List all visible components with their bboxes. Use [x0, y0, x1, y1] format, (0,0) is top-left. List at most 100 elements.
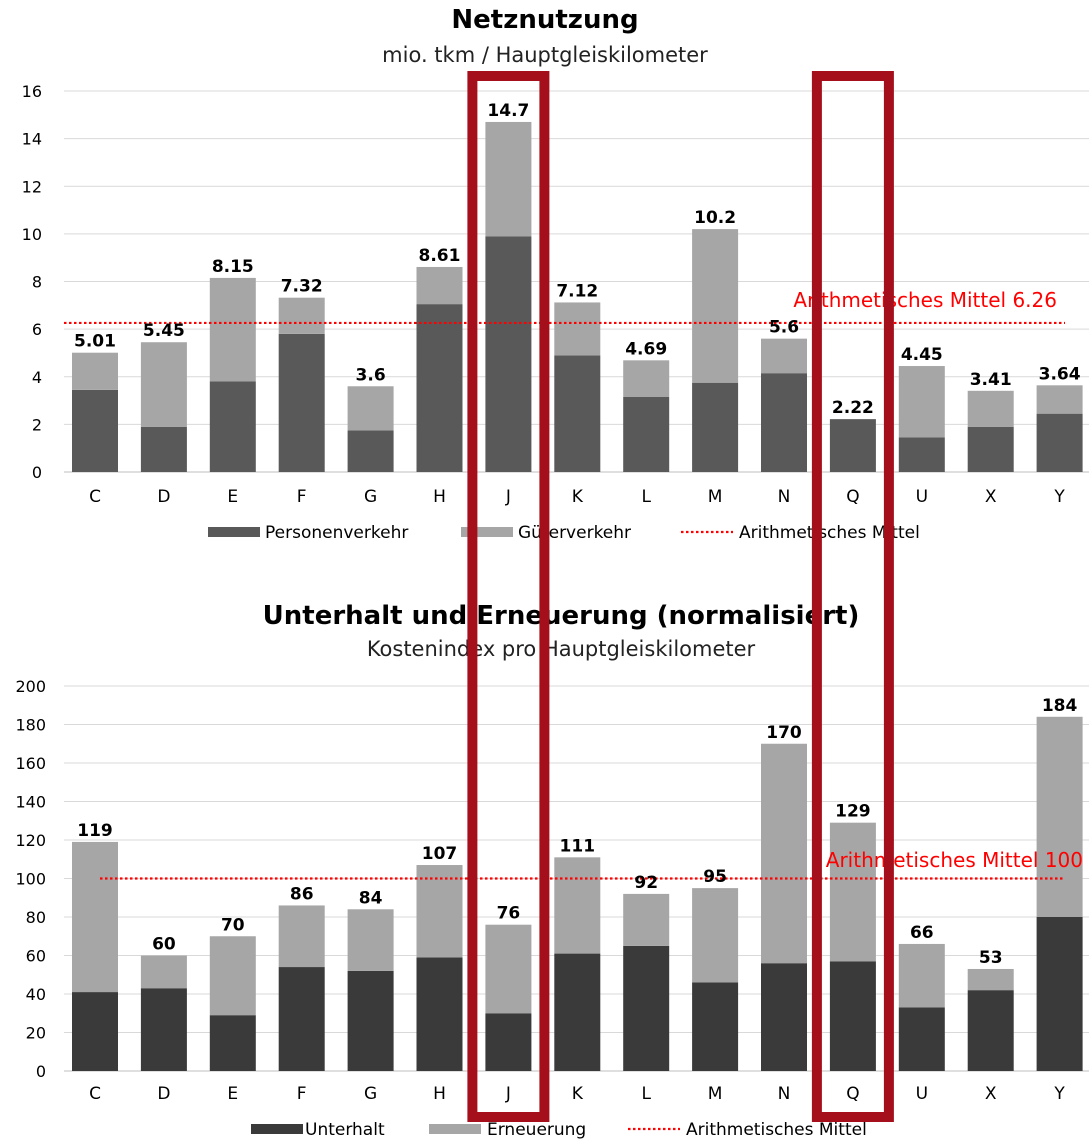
bar-segment-top-h	[416, 865, 463, 958]
chart-unterhalt-erneuerung: Unterhalt und Erneuerung (normalisiert) …	[15, 601, 1089, 1140]
bar-segment-top-j	[485, 924, 532, 1014]
bar-segment-top-m	[692, 888, 739, 983]
total-label-u: 66	[910, 923, 934, 943]
bar-segment-top-n	[761, 743, 807, 964]
bar-segment-bottom-j	[485, 236, 532, 472]
y-tick-label: 40	[26, 985, 46, 1004]
x-tick-label: C	[89, 1084, 101, 1104]
bar-segment-top-g	[347, 386, 394, 431]
total-label-l: 92	[634, 873, 658, 893]
total-label-y: 184	[1042, 696, 1078, 716]
bar-segment-bottom-u	[898, 1007, 945, 1071]
bar-segment-top-e	[209, 277, 256, 382]
y-tick-label: 0	[32, 463, 42, 482]
y-tick-label: 14	[22, 130, 42, 149]
x-tick-label: E	[227, 487, 238, 507]
chart-subtitle: mio. tkm / Hauptgleiskilometer	[382, 43, 708, 67]
x-tick-label: D	[157, 487, 170, 507]
total-label-n: 5.6	[769, 318, 799, 338]
x-tick-label: U	[916, 487, 928, 507]
y-tick-label: 12	[22, 177, 42, 196]
bar-segment-top-k	[554, 302, 601, 356]
total-label-m: 10.2	[694, 208, 736, 228]
bar-segment-bottom-d	[140, 988, 187, 1071]
x-tick-label: X	[985, 1084, 997, 1104]
bar-segment-top-y	[1036, 385, 1083, 414]
y-axis-tick-labels: 0 2 4 6 8 10 12 14 16	[22, 82, 42, 482]
legend-swatch	[251, 1124, 303, 1134]
total-label-c: 119	[77, 821, 113, 841]
legend-label: Arithmetisches Mittel	[739, 523, 920, 543]
x-tick-label: Y	[1053, 487, 1065, 507]
total-label-k: 7.12	[556, 281, 598, 301]
chart-title: Unterhalt und Erneuerung (normalisiert)	[263, 601, 860, 631]
x-tick-label: J	[505, 1084, 511, 1104]
y-tick-label: 2	[32, 415, 42, 434]
bar-segment-top-x	[967, 968, 1014, 991]
bar-segment-bottom-c	[72, 389, 118, 472]
total-label-f: 86	[290, 884, 314, 904]
x-tick-label: K	[572, 1084, 584, 1104]
bar-segment-top-k	[554, 857, 601, 954]
average-label: Arithmetisches Mittel 6.26	[793, 288, 1057, 312]
bar-segment-bottom-n	[761, 373, 807, 472]
total-label-e: 70	[221, 915, 245, 935]
bar-segment-top-u	[898, 943, 945, 1008]
total-label-u: 4.45	[901, 345, 943, 365]
y-tick-label: 6	[32, 320, 42, 339]
y-tick-label: 100	[15, 870, 46, 889]
x-tick-label: F	[297, 1084, 307, 1104]
x-tick-label: Y	[1053, 1084, 1065, 1104]
total-label-m: 95	[703, 867, 727, 887]
bar-segment-bottom-g	[347, 970, 394, 1071]
x-tick-label: H	[433, 487, 446, 507]
bar-segment-top-q	[829, 822, 876, 962]
bar-segment-top-x	[967, 390, 1014, 427]
bar-segment-bottom-h	[416, 957, 463, 1071]
x-tick-label: L	[641, 1084, 651, 1104]
bar-segment-bottom-d	[140, 426, 187, 472]
y-tick-label: 60	[26, 947, 46, 966]
total-label-g: 3.6	[356, 365, 386, 385]
total-label-x: 3.41	[970, 370, 1012, 390]
y-tick-label: 200	[15, 677, 46, 696]
chart-subtitle: Kostenindex pro Hauptgleiskilometer	[367, 637, 756, 661]
total-label-e: 8.15	[212, 257, 254, 277]
bar-segment-bottom-y	[1036, 413, 1083, 472]
total-label-d: 60	[152, 935, 176, 955]
x-tick-label: F	[297, 487, 307, 507]
chart-title: Netznutzung	[451, 5, 638, 35]
x-tick-label: N	[778, 487, 791, 507]
total-label-q: 2.22	[832, 398, 874, 418]
legend-label: Unterhalt	[305, 1120, 385, 1140]
total-label-k: 111	[560, 836, 596, 856]
bar-segment-top-h	[416, 266, 463, 305]
y-tick-label: 180	[15, 716, 46, 735]
legend-label: Arithmetisches Mittel	[686, 1120, 867, 1140]
x-tick-label: M	[708, 487, 723, 507]
highlight-box-q	[811, 71, 894, 1122]
y-axis-tick-labels: 0 20 40 60 80 100 120 140 160 180 200	[15, 677, 46, 1081]
legend-label: Güterverkehr	[518, 523, 631, 543]
y-tick-label: 10	[22, 225, 42, 244]
bar-segment-top-y	[1036, 716, 1083, 917]
y-tick-label: 140	[15, 793, 46, 812]
x-tick-label: U	[916, 1084, 928, 1104]
bar-series	[72, 716, 1083, 1071]
y-tick-label: 80	[26, 908, 46, 927]
y-tick-label: 16	[22, 82, 42, 101]
total-label-l: 4.69	[625, 339, 667, 359]
total-label-f: 7.32	[281, 277, 323, 297]
bar-segment-top-m	[692, 229, 739, 383]
bar-segment-bottom-y	[1036, 917, 1083, 1071]
bar-segment-top-n	[761, 338, 807, 374]
bar-series	[72, 121, 1083, 472]
bar-segment-bottom-k	[554, 355, 601, 472]
legend-label: Personenverkehr	[265, 523, 408, 543]
x-tick-label: C	[89, 487, 101, 507]
y-tick-label: 4	[32, 368, 42, 387]
bar-segment-bottom-f	[278, 967, 325, 1071]
x-tick-label: Q	[846, 487, 859, 507]
